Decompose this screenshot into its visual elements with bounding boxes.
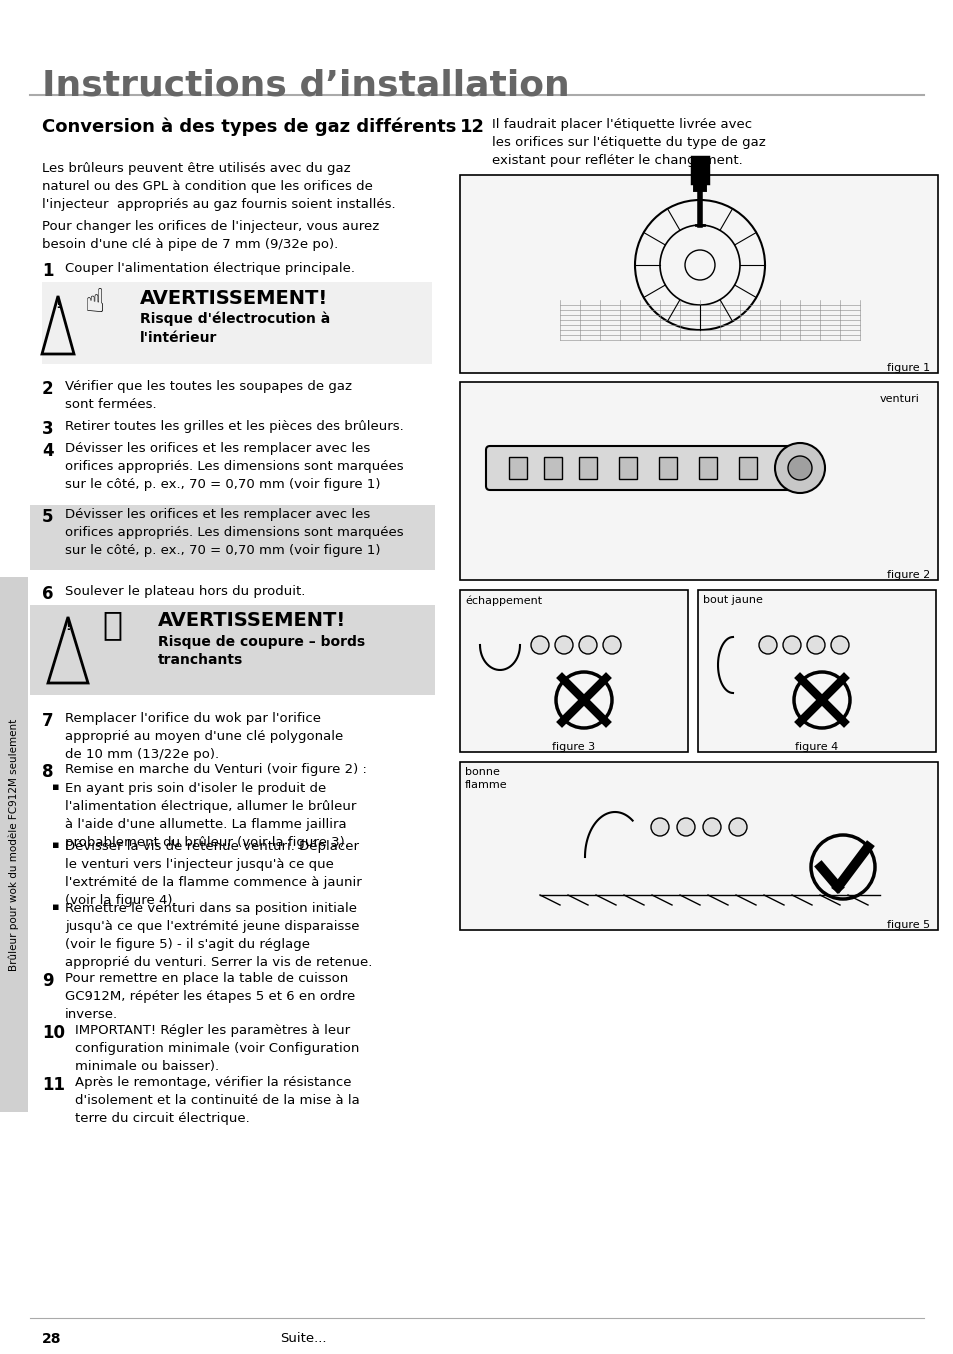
Circle shape (806, 636, 824, 654)
Circle shape (728, 818, 746, 835)
Text: Couper l'alimentation électrique principale.: Couper l'alimentation électrique princip… (65, 263, 355, 275)
Text: Conversion à des types de gaz différents: Conversion à des types de gaz différents (42, 118, 456, 137)
Text: venturi: venturi (880, 394, 919, 403)
Text: AVERTISSEMENT!: AVERTISSEMENT! (140, 288, 328, 307)
Text: Après le remontage, vérifier la résistance
d'isolement et la continuité de la mi: Après le remontage, vérifier la résistan… (75, 1076, 359, 1125)
Text: figure 1: figure 1 (886, 363, 929, 372)
Text: bout jaune: bout jaune (702, 594, 762, 605)
FancyBboxPatch shape (42, 282, 432, 364)
Text: Dévisser les orifices et les remplacer avec les
orifices appropriés. Les dimensi: Dévisser les orifices et les remplacer a… (65, 441, 403, 492)
Text: !: ! (55, 298, 61, 311)
FancyBboxPatch shape (459, 590, 687, 751)
FancyBboxPatch shape (509, 458, 526, 479)
Text: figure 5: figure 5 (886, 919, 929, 930)
Circle shape (702, 818, 720, 835)
Text: Les brûleurs peuvent être utilisés avec du gaz
naturel ou des GPL à condition qu: Les brûleurs peuvent être utilisés avec … (42, 162, 395, 211)
Text: 28: 28 (42, 1332, 61, 1346)
FancyBboxPatch shape (459, 762, 937, 930)
Circle shape (787, 456, 811, 481)
Text: Remise en marche du Venturi (voir figure 2) :: Remise en marche du Venturi (voir figure… (65, 764, 367, 776)
Text: Pour changer les orifices de l'injecteur, vous aurez
besoin d'une clé à pipe de : Pour changer les orifices de l'injecteur… (42, 219, 379, 250)
Text: Remettre le venturi dans sa position initiale
jusqu'à ce que l'extrémité jeune d: Remettre le venturi dans sa position ini… (65, 902, 372, 969)
Text: Brûleur pour wok du modèle FC912M seulement: Brûleur pour wok du modèle FC912M seulem… (9, 719, 19, 971)
Circle shape (650, 818, 668, 835)
Text: ✋: ✋ (102, 608, 122, 640)
Text: 3: 3 (42, 420, 53, 437)
Circle shape (782, 636, 801, 654)
Text: Vérifier que les toutes les soupapes de gaz
sont fermées.: Vérifier que les toutes les soupapes de … (65, 380, 352, 412)
Text: En ayant pris soin d'isoler le produit de
l'alimentation électrique, allumer le : En ayant pris soin d'isoler le produit d… (65, 783, 356, 849)
FancyBboxPatch shape (698, 590, 935, 751)
Text: échappement: échappement (464, 594, 541, 605)
FancyBboxPatch shape (739, 458, 757, 479)
Circle shape (602, 636, 620, 654)
Circle shape (830, 636, 848, 654)
Text: ▪: ▪ (52, 902, 59, 913)
Circle shape (774, 443, 824, 493)
Text: Retirer toutes les grilles et les pièces des brûleurs.: Retirer toutes les grilles et les pièces… (65, 420, 403, 433)
FancyBboxPatch shape (30, 505, 435, 570)
FancyBboxPatch shape (659, 458, 677, 479)
FancyBboxPatch shape (699, 458, 717, 479)
Text: Risque d'électrocution à
l'intérieur: Risque d'électrocution à l'intérieur (140, 311, 330, 345)
Text: Remplacer l'orifice du wok par l'orifice
approprié au moyen d'une clé polygonale: Remplacer l'orifice du wok par l'orifice… (65, 712, 343, 761)
Text: Dévisser les orifices et les remplacer avec les
orifices appropriés. Les dimensi: Dévisser les orifices et les remplacer a… (65, 508, 403, 556)
Text: 11: 11 (42, 1076, 65, 1094)
FancyBboxPatch shape (30, 605, 435, 695)
FancyBboxPatch shape (618, 458, 637, 479)
Circle shape (759, 636, 776, 654)
Text: IMPORTANT! Régler les paramètres à leur
configuration minimale (voir Configurati: IMPORTANT! Régler les paramètres à leur … (75, 1024, 359, 1072)
FancyBboxPatch shape (0, 577, 28, 1112)
Text: Il faudrait placer l'étiquette livrée avec
les orifices sur l'étiquette du type : Il faudrait placer l'étiquette livrée av… (492, 118, 765, 167)
Text: figure 4: figure 4 (795, 742, 838, 751)
Text: Risque de coupure – bords
tranchants: Risque de coupure – bords tranchants (158, 635, 365, 668)
Text: ▪: ▪ (52, 783, 59, 792)
Text: 10: 10 (42, 1024, 65, 1043)
Text: 9: 9 (42, 972, 53, 990)
Text: figure 2: figure 2 (886, 570, 929, 580)
Text: Instructions d’installation: Instructions d’installation (42, 68, 569, 102)
Text: 2: 2 (42, 380, 53, 398)
Text: 1: 1 (42, 263, 53, 280)
FancyBboxPatch shape (459, 175, 937, 372)
Text: ▪: ▪ (52, 839, 59, 850)
Text: 8: 8 (42, 764, 53, 781)
Text: Suite...: Suite... (280, 1332, 326, 1345)
Text: Pour remettre en place la table de cuisson
GC912M, répéter les étapes 5 et 6 en : Pour remettre en place la table de cuiss… (65, 972, 355, 1021)
Text: !: ! (65, 620, 71, 634)
Text: 6: 6 (42, 585, 53, 603)
Text: 7: 7 (42, 712, 53, 730)
Text: Dévisser la vis de retenue venturi. Déplacer
le venturi vers l'injecteur jusqu'à: Dévisser la vis de retenue venturi. Dépl… (65, 839, 361, 907)
FancyBboxPatch shape (543, 458, 561, 479)
Text: 4: 4 (42, 441, 53, 460)
Text: 5: 5 (42, 508, 53, 525)
Circle shape (677, 818, 695, 835)
Circle shape (555, 636, 573, 654)
FancyBboxPatch shape (485, 445, 793, 490)
Circle shape (531, 636, 548, 654)
FancyBboxPatch shape (578, 458, 597, 479)
Text: 12: 12 (459, 118, 484, 135)
Text: Soulever le plateau hors du produit.: Soulever le plateau hors du produit. (65, 585, 305, 598)
Text: figure 3: figure 3 (552, 742, 595, 751)
Circle shape (578, 636, 597, 654)
Text: ☝: ☝ (85, 286, 105, 320)
Text: bonne
flamme: bonne flamme (464, 766, 507, 791)
FancyBboxPatch shape (459, 382, 937, 580)
Text: AVERTISSEMENT!: AVERTISSEMENT! (158, 611, 346, 630)
